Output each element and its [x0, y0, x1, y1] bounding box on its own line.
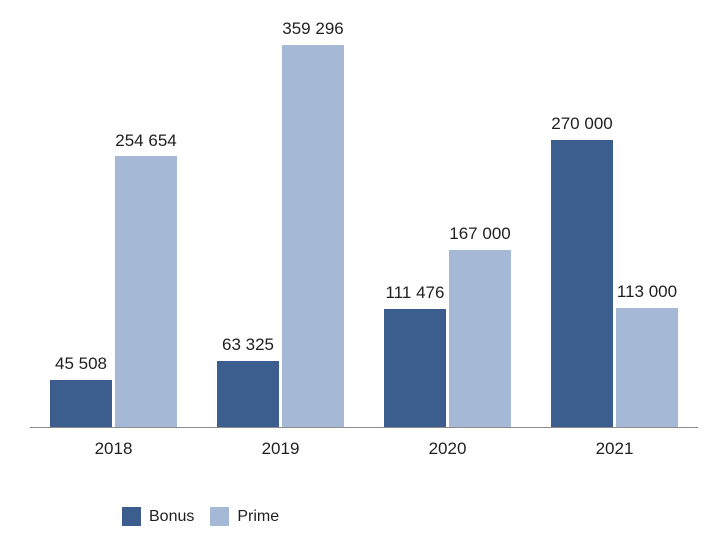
- legend-item-bonus: Bonus: [122, 507, 194, 526]
- legend: Bonus Prime: [122, 507, 279, 526]
- legend-label: Bonus: [149, 507, 195, 525]
- bar-bonus: 63 325: [217, 335, 279, 428]
- bar-bonus: 45 508: [50, 354, 112, 428]
- bar-group: 111 476 167 000 2020: [384, 225, 511, 458]
- bar-value-label: 113 000: [616, 281, 678, 301]
- legend-item-prime: Prime: [210, 507, 279, 526]
- bar-group: 270 000 113 000 2021: [551, 115, 678, 458]
- bar-prime: 254 654: [115, 131, 177, 428]
- bar-value-label: 270 000: [551, 114, 613, 134]
- x-axis-tick-label: 2018: [94, 439, 133, 458]
- x-axis-tick-label: 2020: [428, 439, 467, 458]
- legend-label: Prime: [237, 507, 280, 525]
- bar-prime: 359 296: [282, 19, 344, 428]
- bar-value-label: 254 654: [115, 130, 177, 150]
- bar-bonus: 270 000: [551, 115, 613, 428]
- bar-group: 45 508 254 654 2018: [50, 131, 177, 458]
- bar-value-label: 63 325: [222, 334, 274, 354]
- legend-swatch-bonus: [122, 507, 141, 526]
- x-axis-line: [30, 427, 698, 428]
- plot-area: 45 508 254 654 2018 63 325 359 296 2019 111 47…: [30, 19, 698, 458]
- bar-prime: 113 000: [616, 282, 678, 428]
- bar-group: 63 325 359 296 2019: [217, 19, 344, 458]
- x-axis-tick-label: 2021: [595, 439, 634, 458]
- x-axis-tick-label: 2019: [261, 439, 300, 458]
- bar-value-label: 45 508: [55, 353, 107, 373]
- bar-value-label: 167 000: [449, 224, 511, 244]
- bar-bonus: 111 476: [384, 284, 446, 428]
- bar-prime: 167 000: [449, 225, 511, 428]
- bar-value-label: 111 476: [385, 283, 445, 303]
- legend-swatch-prime: [210, 507, 230, 526]
- bar-value-label: 359 296: [282, 19, 344, 39]
